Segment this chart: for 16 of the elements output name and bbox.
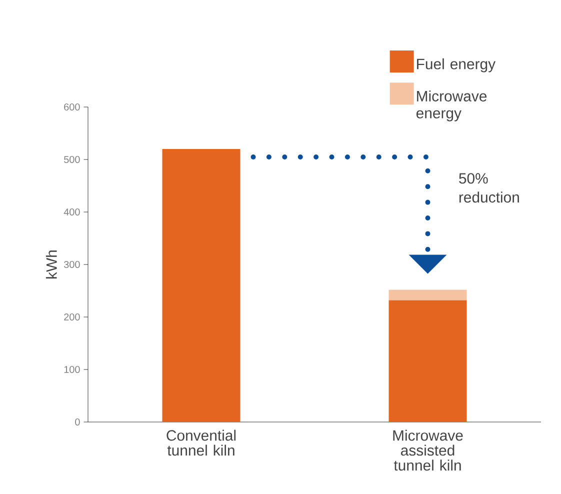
y-tick-label: 200	[64, 313, 80, 321]
y-axis-title: kWh	[46, 250, 57, 278]
legend-label: Fuel energy	[417, 58, 496, 72]
y-tick-label: 600	[64, 103, 80, 111]
bar	[162, 149, 240, 422]
bar	[388, 290, 467, 300]
y-tick-label: 100	[64, 366, 80, 374]
y-tick-label: 300	[64, 260, 80, 268]
y-tick-label: 0	[75, 418, 80, 426]
legend-label: Microwave energy	[416, 90, 487, 122]
annotation: 50% reduction	[459, 173, 519, 203]
x-tick-label: Microwave assisted tunnel kiln	[393, 430, 463, 471]
y-tick-label: 500	[64, 156, 80, 164]
bar	[388, 300, 467, 422]
x-tick-label: Convential tunnel kiln	[166, 430, 236, 456]
y-tick-label: 400	[64, 208, 80, 216]
